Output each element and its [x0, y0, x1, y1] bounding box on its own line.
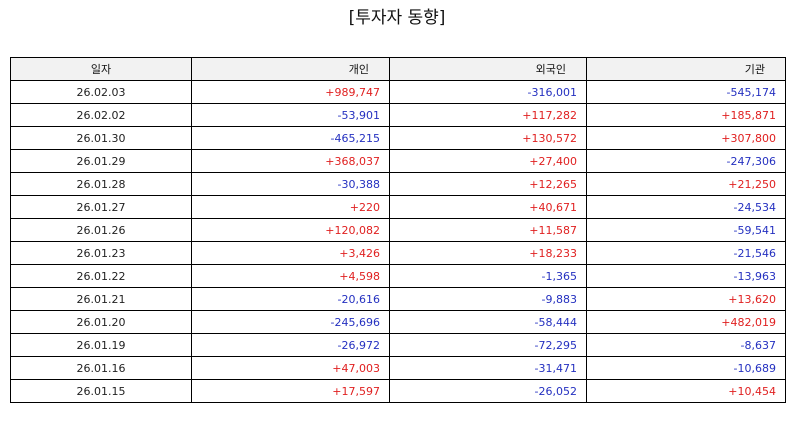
table-row: 26.01.23 +3,426 +18,233 -21,546 [10, 241, 786, 265]
table-row: 26.01.28 -30,388 +12,265 +21,250 [10, 172, 786, 196]
page-title: [투자자 동향] [348, 8, 446, 28]
institution-cell: -8,637 [586, 333, 786, 357]
date-cell: 26.01.22 [10, 264, 192, 288]
foreign-cell: -58,444 [389, 310, 587, 334]
institution-cell: +482,019 [586, 310, 786, 334]
date-cell: 26.01.29 [10, 149, 192, 173]
individual-cell: +47,003 [191, 356, 390, 380]
foreign-cell: +40,671 [389, 195, 587, 219]
table-row: 26.01.26 +120,082 +11,587 -59,541 [10, 218, 786, 242]
foreign-cell: -26,052 [389, 379, 587, 403]
table-row: 26.01.30 -465,215 +130,572 +307,800 [10, 126, 786, 150]
individual-cell: -26,972 [191, 333, 390, 357]
institution-cell: -59,541 [586, 218, 786, 242]
individual-cell: -53,901 [191, 103, 390, 127]
foreign-cell: -316,001 [389, 80, 587, 104]
table-row: 26.02.02 -53,901 +117,282 +185,871 [10, 103, 786, 127]
foreign-cell: +27,400 [389, 149, 587, 173]
individual-cell: +17,597 [191, 379, 390, 403]
foreign-cell: -1,365 [389, 264, 587, 288]
table-row: 26.01.21 -20,616 -9,883 +13,620 [10, 287, 786, 311]
date-cell: 26.01.26 [10, 218, 192, 242]
foreign-cell: +117,282 [389, 103, 587, 127]
table-row: 26.01.22 +4,598 -1,365 -13,963 [10, 264, 786, 288]
institution-cell: -247,306 [586, 149, 786, 173]
table-row: 26.01.27 +220 +40,671 -24,534 [10, 195, 786, 219]
date-cell: 26.02.02 [10, 103, 192, 127]
individual-cell: -245,696 [191, 310, 390, 334]
individual-cell: +120,082 [191, 218, 390, 242]
table-row: 26.01.15 +17,597 -26,052 +10,454 [10, 379, 786, 403]
date-cell: 26.01.20 [10, 310, 192, 334]
date-cell: 26.02.03 [10, 80, 192, 104]
investor-trend-table: 일자 개인 외국인 기관 26.02.03 +989,747 -316,001 -54… [10, 57, 786, 403]
date-cell: 26.01.21 [10, 287, 192, 311]
date-cell: 26.01.28 [10, 172, 192, 196]
institution-cell: -13,963 [586, 264, 786, 288]
foreign-cell: -72,295 [389, 333, 587, 357]
institution-cell: +21,250 [586, 172, 786, 196]
individual-cell: -20,616 [191, 287, 390, 311]
table-body: 26.02.03 +989,747 -316,001 -545,174 26.02.02… [10, 80, 786, 403]
institution-cell: -10,689 [586, 356, 786, 380]
foreign-cell: -9,883 [389, 287, 587, 311]
foreign-cell: +18,233 [389, 241, 587, 265]
date-cell: 26.01.15 [10, 379, 192, 403]
institution-cell: +10,454 [586, 379, 786, 403]
date-cell: 26.01.30 [10, 126, 192, 150]
individual-cell: +4,598 [191, 264, 390, 288]
table-row: 26.01.29 +368,037 +27,400 -247,306 [10, 149, 786, 173]
individual-cell: -465,215 [191, 126, 390, 150]
individual-cell: +220 [191, 195, 390, 219]
institution-cell: +13,620 [586, 287, 786, 311]
table-row: 26.01.16 +47,003 -31,471 -10,689 [10, 356, 786, 380]
table-row: 26.01.20 -245,696 -58,444 +482,019 [10, 310, 786, 334]
individual-cell: +989,747 [191, 80, 390, 104]
header-date: 일자 [10, 57, 192, 81]
institution-cell: +307,800 [586, 126, 786, 150]
date-cell: 26.01.16 [10, 356, 192, 380]
foreign-cell: +12,265 [389, 172, 587, 196]
header-institution: 기관 [586, 57, 786, 81]
individual-cell: +368,037 [191, 149, 390, 173]
date-cell: 26.01.19 [10, 333, 192, 357]
table-row: 26.01.19 -26,972 -72,295 -8,637 [10, 333, 786, 357]
institution-cell: -545,174 [586, 80, 786, 104]
institution-cell: -24,534 [586, 195, 786, 219]
date-cell: 26.01.23 [10, 241, 192, 265]
foreign-cell: +11,587 [389, 218, 587, 242]
date-cell: 26.01.27 [10, 195, 192, 219]
header-individual: 개인 [191, 57, 390, 81]
foreign-cell: +130,572 [389, 126, 587, 150]
header-foreign: 외국인 [389, 57, 587, 81]
individual-cell: +3,426 [191, 241, 390, 265]
table-header-row: 일자 개인 외국인 기관 [10, 57, 786, 81]
table-row: 26.02.03 +989,747 -316,001 -545,174 [10, 80, 786, 104]
institution-cell: -21,546 [586, 241, 786, 265]
foreign-cell: -31,471 [389, 356, 587, 380]
institution-cell: +185,871 [586, 103, 786, 127]
individual-cell: -30,388 [191, 172, 390, 196]
